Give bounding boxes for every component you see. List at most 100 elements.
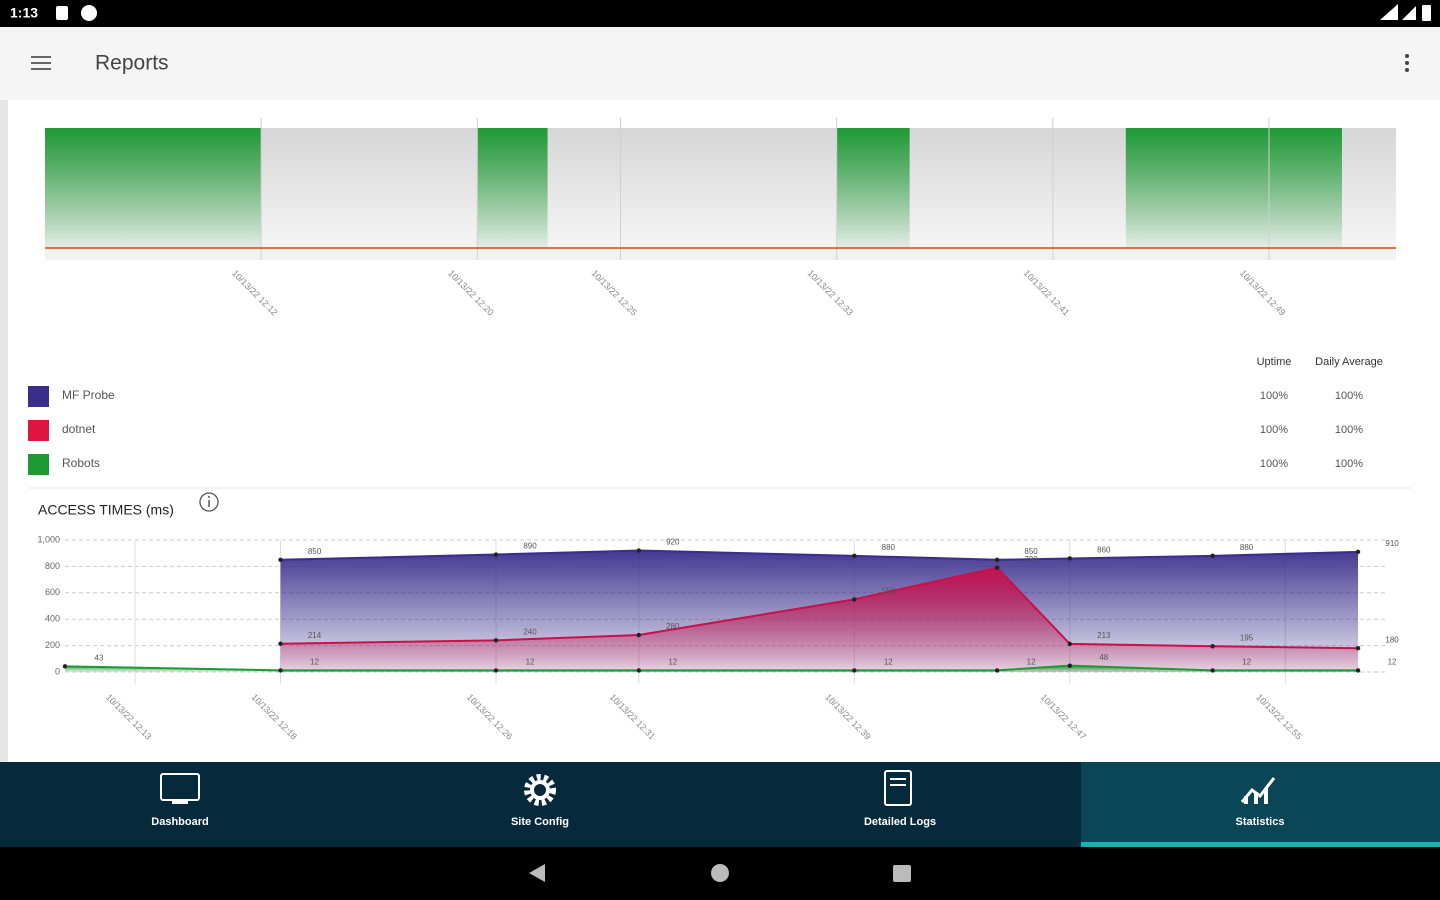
nav-icon — [1240, 777, 1276, 804]
data-label: 790 — [1024, 555, 1038, 564]
data-label: 213 — [1097, 631, 1111, 640]
data-label: 12 — [526, 658, 535, 667]
area-fill — [280, 567, 1359, 672]
back-button[interactable] — [529, 864, 545, 882]
overflow-menu[interactable] — [1405, 54, 1409, 72]
y-tick-label: 0 — [55, 666, 60, 676]
data-label: 195 — [1240, 633, 1254, 642]
data-label: 240 — [523, 627, 537, 636]
app-title: Reports — [95, 52, 169, 75]
data-label: 12 — [668, 658, 677, 667]
status-icon — [81, 5, 97, 21]
data-point — [994, 557, 1000, 562]
nav-item[interactable]: Detailed Logs — [864, 770, 936, 828]
up-period — [477, 128, 548, 248]
data-point — [1210, 668, 1215, 673]
data-label: 880 — [1240, 543, 1254, 552]
data-point — [1355, 668, 1361, 673]
up-period — [45, 128, 262, 248]
data-point — [1355, 549, 1361, 555]
data-point — [636, 548, 641, 553]
y-tick-label: 200 — [45, 640, 60, 650]
uptime-value: 100% — [1260, 390, 1288, 402]
y-tick-label: 600 — [45, 587, 60, 597]
info-button[interactable] — [199, 492, 219, 512]
data-label: 12 — [1242, 658, 1251, 667]
data-point — [852, 597, 857, 602]
data-point — [994, 565, 1000, 570]
data-label: 920 — [666, 538, 680, 547]
data-label: 48 — [1099, 653, 1108, 662]
data-label: 214 — [308, 631, 322, 640]
home-button[interactable] — [711, 864, 729, 882]
battery-icon — [1422, 5, 1431, 21]
status-icon — [56, 6, 68, 20]
data-point — [62, 664, 68, 669]
y-tick-label: 800 — [45, 561, 60, 571]
chart-title: ACCESS TIMES (ms) — [38, 502, 174, 518]
data-point — [278, 557, 283, 562]
nav-icon — [160, 773, 200, 804]
nav-icon — [884, 770, 912, 806]
nav-label: Statistics — [1236, 816, 1285, 828]
nav-selected-bg — [1081, 762, 1440, 847]
daily-average-value: 100% — [1335, 458, 1363, 470]
data-label: 860 — [1097, 546, 1111, 555]
signal-icon — [1402, 6, 1416, 20]
menu-button[interactable] — [31, 56, 51, 70]
recents-button[interactable] — [893, 865, 911, 882]
y-tick-label: 1,000 — [37, 534, 60, 544]
data-point — [493, 638, 499, 643]
data-label: 12 — [310, 658, 319, 667]
data-label: 890 — [523, 542, 537, 551]
data-label: 550 — [882, 587, 896, 596]
data-label: 880 — [882, 543, 896, 552]
series-line — [280, 566, 1359, 650]
nav-label: Detailed Logs — [864, 816, 936, 828]
legend-swatch — [28, 386, 49, 407]
nav-icon — [524, 774, 556, 806]
status-time: 1:13 — [10, 5, 38, 21]
data-point — [493, 668, 499, 673]
data-label: 12 — [884, 658, 893, 667]
data-point — [1067, 663, 1073, 668]
data-label: 12 — [1388, 658, 1397, 667]
data-point — [852, 668, 857, 673]
nav-item[interactable]: Dashboard — [151, 773, 209, 828]
nav-indicator — [1081, 842, 1440, 847]
data-label: 910 — [1385, 539, 1399, 548]
data-label: 43 — [95, 653, 104, 662]
legend-swatch — [28, 454, 49, 475]
data-point — [278, 641, 283, 646]
data-point — [852, 553, 857, 559]
data-point — [636, 632, 641, 638]
column-header: Uptime — [1257, 356, 1292, 368]
daily-average-value: 100% — [1335, 424, 1363, 436]
data-point — [994, 668, 1000, 673]
nav-item[interactable]: Site Config — [511, 774, 569, 828]
data-point — [1210, 553, 1215, 559]
data-point — [1067, 641, 1073, 647]
up-period — [1125, 128, 1342, 248]
data-point — [1210, 644, 1215, 649]
nav-label: Dashboard — [151, 816, 208, 828]
series-line — [280, 549, 1359, 561]
up-period — [836, 128, 910, 248]
legend-label: dotnet — [62, 422, 96, 436]
nav-item[interactable]: Statistics — [1081, 762, 1440, 847]
status-bar — [0, 0, 1440, 27]
data-point — [278, 668, 283, 673]
data-point — [1355, 646, 1361, 651]
wifi-icon — [1380, 4, 1398, 20]
data-point — [636, 668, 641, 673]
legend-label: Robots — [62, 456, 100, 470]
data-label: 12 — [1027, 658, 1036, 667]
data-label: 280 — [666, 622, 680, 631]
legend-swatch — [28, 420, 49, 441]
content-edge — [0, 100, 8, 762]
daily-average-value: 100% — [1335, 390, 1363, 402]
uptime-value: 100% — [1260, 458, 1288, 470]
uptime-value: 100% — [1260, 424, 1288, 436]
legend-label: MF Probe — [62, 388, 115, 402]
